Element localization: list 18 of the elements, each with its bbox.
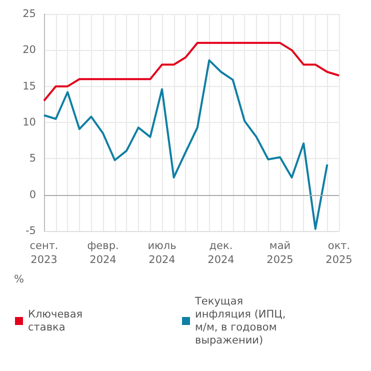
y-tick-label: 0 [29, 188, 36, 201]
line-series [43, 42, 340, 102]
y-tick-label: 25 [22, 8, 36, 20]
x-tick-label: июль 2024 [148, 240, 176, 266]
legend-label: Текущая инфляция (ИПЦ, м/м, в годовом выражении) [194, 296, 289, 346]
y-tick-label: -5 [26, 225, 36, 237]
x-tick-label: май 2025 [266, 240, 294, 266]
y-tick-label: 15 [22, 80, 36, 92]
y-tick-label: 10 [22, 116, 36, 128]
legend-label: Ключевая ставка [28, 308, 86, 334]
y-tick-label: 20 [22, 44, 36, 56]
y-tick-label: 5 [29, 152, 36, 165]
line-series [43, 59, 328, 230]
x-tick-label: окт. 2025 [326, 240, 352, 266]
x-tick-label: сент. 2023 [30, 240, 58, 266]
y-axis-title: % [14, 274, 24, 286]
x-tick-label: дек. 2024 [208, 240, 235, 266]
x-tick-label: февр. 2024 [87, 240, 119, 266]
